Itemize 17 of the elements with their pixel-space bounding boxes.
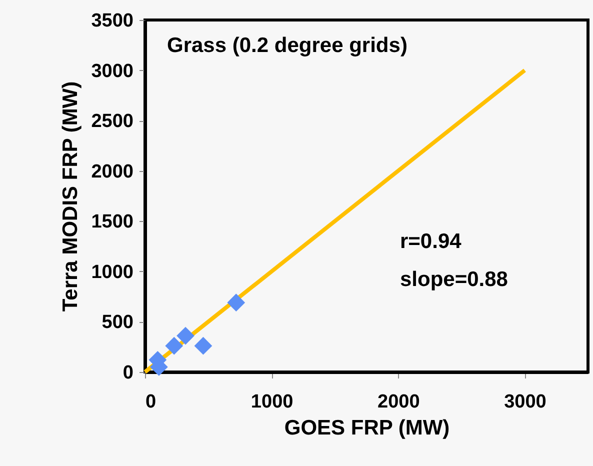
y-tick-label: 3500 [91, 10, 134, 32]
y-tick-label: 1500 [91, 212, 134, 233]
annotation: r=0.94 [400, 230, 462, 253]
text: Grass (0.2 degree grids) [167, 34, 408, 57]
x-tick-label: 0 [146, 392, 156, 412]
y-tick-label: 1000 [91, 262, 134, 283]
x-tick-label: 3000 [504, 392, 546, 412]
y-axis-title: Terra MODIS FRP (MW) [59, 81, 82, 312]
x-tick-label: 1000 [250, 392, 294, 412]
y-tick-label: 0 [122, 362, 134, 384]
x-axis-title: GOES FRP (MW) [284, 416, 450, 440]
y-tick-label: 500 [102, 312, 134, 334]
annotation: slope=0.88 [400, 268, 508, 291]
y-tick-label: 3000 [91, 60, 134, 82]
x-tick-label: 2000 [378, 392, 420, 412]
y-tick-label: 2000 [91, 161, 134, 182]
y-tick-label: 2500 [91, 111, 134, 132]
